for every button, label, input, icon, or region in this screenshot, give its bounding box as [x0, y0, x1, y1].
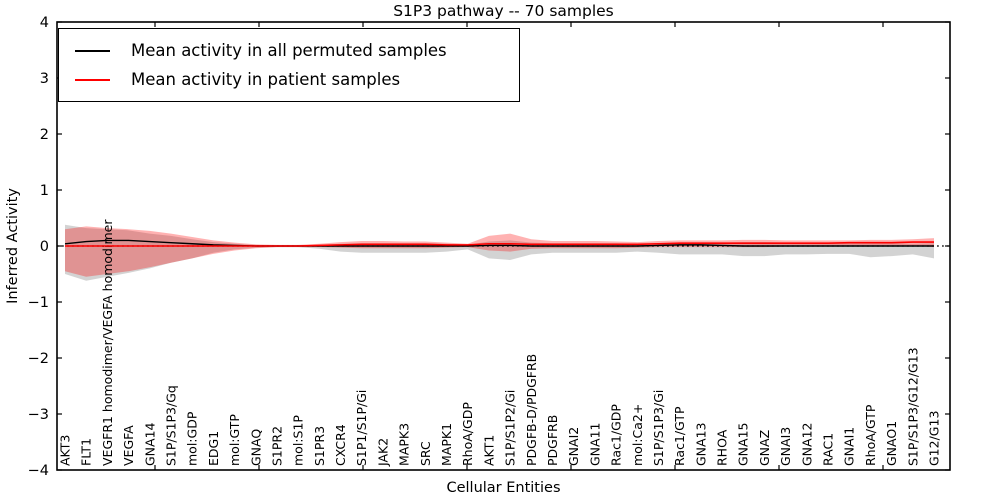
y-tick-label: 0 [40, 239, 49, 255]
x-axis-title: Cellular Entities [446, 480, 561, 496]
x-tick-label: GNA14 [142, 422, 157, 466]
y-axis-title: Inferred Activity [5, 188, 21, 304]
x-tick-label: GNAI2 [566, 427, 581, 466]
x-tick-label: AKT1 [481, 435, 496, 466]
x-tick-label: JAK2 [375, 438, 390, 467]
x-tick-label: AKT3 [58, 435, 73, 466]
x-tick-label: EDG1 [206, 431, 221, 466]
mean-activity-in-all-permuted-samples-line [64, 239, 934, 247]
mean-activity-in-patient-samples-line [65, 241, 934, 247]
x-tick-label: RAC1 [821, 433, 836, 466]
x-tick-label: S1P/S1P3/Gi [651, 390, 666, 466]
y-tick-label: −1 [28, 295, 49, 311]
y-tick-label: 3 [40, 71, 49, 87]
x-tick-label: mol:GDP [185, 411, 200, 466]
permuted-samples-std-band [65, 224, 934, 281]
x-tick-label: GNAI3 [778, 427, 793, 466]
x-tick-label: RHOA [715, 429, 730, 466]
x-tick-label: mol:S1P [291, 415, 306, 466]
patient-line-swatch [75, 78, 110, 81]
x-tick-label: GNAI1 [842, 427, 857, 466]
x-tick-label: GNAO1 [884, 421, 899, 466]
legend: Mean activity in all permuted samples Me… [58, 28, 520, 102]
x-tick-label: G12/G13 [927, 411, 942, 466]
x-tick-label: GNAQ [248, 429, 263, 466]
y-tick-label: 2 [40, 127, 49, 143]
legend-label: Mean activity in patient samples [131, 70, 401, 89]
x-tick-label: mol:Ca2+ [630, 404, 645, 466]
y-tick-label: 4 [40, 15, 49, 31]
x-tick-label: MAPK1 [439, 423, 454, 466]
x-tick-label: FLT1 [79, 438, 94, 466]
legend-label: Mean activity in all permuted samples [131, 41, 447, 60]
x-tick-label: SRC [418, 441, 433, 466]
y-tick-label: −4 [28, 463, 49, 479]
x-tick-label: GNA12 [799, 423, 814, 467]
y-tick-label: 1 [40, 183, 49, 199]
x-tick-label: S1PR2 [269, 426, 284, 466]
x-tick-label: GNA13 [693, 423, 708, 467]
x-tick-label: RhoA/GTP [863, 404, 878, 466]
legend-item-permuted: Mean activity in all permuted samples [75, 36, 519, 65]
x-tick-label: GNA11 [587, 423, 602, 467]
x-tick-label: Rac1/GDP [609, 404, 624, 466]
x-tick-label: RhoA/GDP [460, 402, 475, 466]
permuted-line-swatch [75, 49, 110, 52]
patient-samples-std-band [65, 226, 934, 277]
x-tick-label: CXCR4 [333, 424, 348, 466]
x-tick-label: GNAZ [757, 430, 772, 466]
x-tick-label: S1P/S1P2/Gi [503, 390, 518, 466]
x-tick-label: mol:GTP [227, 414, 242, 466]
y-tick-label: −2 [28, 351, 49, 367]
x-tick-label: VEGFR1 homodimer/VEGFA homodimer [100, 219, 115, 466]
x-tick-label: S1P1/S1P/Gi [354, 390, 369, 466]
x-tick-label: PDGFRB [545, 415, 560, 466]
x-tick-label: GNA15 [736, 423, 751, 467]
y-tick-label: −3 [28, 407, 49, 423]
x-tick-label: VEGFA [121, 425, 136, 466]
x-tick-label: S1P/S1P3/Gq [163, 385, 178, 466]
x-tick-label: Rac1/GTP [672, 406, 687, 466]
chart-title: S1P3 pathway -- 70 samples [393, 2, 614, 20]
legend-item-patient: Mean activity in patient samples [75, 65, 519, 94]
x-tick-label: S1PR3 [312, 426, 327, 466]
x-tick-label: PDGFB-D/PDGFRB [524, 354, 539, 466]
x-tick-label: MAPK3 [397, 423, 412, 466]
x-tick-label: S1P/S1P3/G12/G13 [905, 347, 920, 466]
